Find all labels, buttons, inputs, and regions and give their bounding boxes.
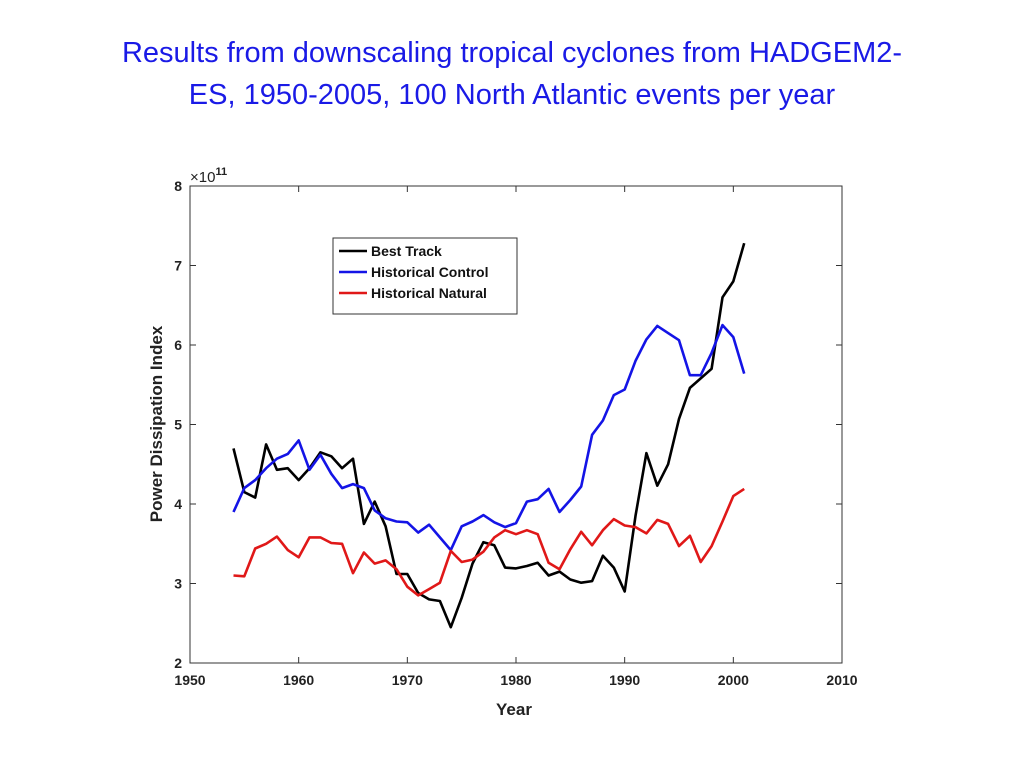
x-tick-label: 1970 (392, 672, 423, 688)
y-tick-label: 2 (174, 655, 182, 671)
title-line: Results from downscaling tropical cyclon… (122, 37, 902, 69)
series-line (233, 487, 745, 597)
y-tick-label: 3 (174, 576, 182, 592)
x-axis-label: Year (496, 700, 532, 719)
legend-label: Historical Control (371, 264, 488, 280)
y-multiplier: ×1011 (190, 166, 227, 186)
y-tick-label: 8 (174, 178, 182, 194)
multiplier-exponent: 11 (215, 166, 227, 178)
x-tick-label: 1960 (283, 672, 314, 688)
y-tick-label: 5 (174, 417, 182, 433)
y-axis-label: Power Dissipation Index (147, 325, 166, 522)
legend-label: Best Track (371, 243, 442, 259)
x-tick-label: 1980 (500, 672, 531, 688)
y-tick-label: 4 (174, 496, 182, 512)
x-tick-label: 1950 (174, 672, 205, 688)
legend-label: Historical Natural (371, 285, 487, 301)
y-tick-label: 6 (174, 337, 182, 353)
title-line: ES, 1950-2005, 100 North Atlantic events… (189, 79, 836, 111)
x-tick-label: 1990 (609, 672, 640, 688)
multiplier-base: ×10 (190, 169, 215, 186)
x-tick-label: 2010 (826, 672, 857, 688)
x-tick-label: 2000 (718, 672, 749, 688)
y-tick-label: 7 (174, 258, 182, 274)
series-line (232, 323, 746, 552)
